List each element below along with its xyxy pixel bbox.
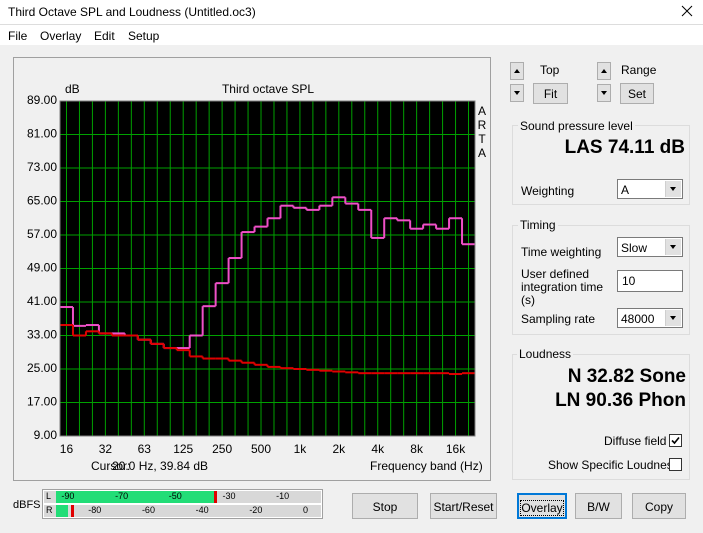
top-up[interactable] [510, 62, 524, 80]
meter-tick-label: -60 [141, 505, 155, 515]
weighting-label: Weighting [521, 184, 575, 198]
x-tick-label: 8k [410, 442, 424, 456]
x-tick-label: 32 [99, 442, 113, 456]
range-up[interactable] [597, 62, 611, 80]
spl-reading: LAS 74.11 dB [564, 137, 685, 158]
y-tick-label: 9.00 [34, 428, 58, 442]
title-bar: Third Octave SPL and Loudness (Untitled.… [0, 0, 703, 25]
time-weighting-label: Time weighting [521, 245, 602, 259]
meter-row: L -90 -70 -50 -30 -10 [44, 491, 321, 503]
x-tick-label: 1k [294, 442, 308, 456]
y-axis-label: dB [65, 82, 80, 96]
y-tick-label: 89.00 [27, 93, 57, 107]
sampling-rate-label: Sampling rate [521, 312, 596, 326]
meter-tick-label: 0 [303, 505, 309, 515]
close-button[interactable] [678, 2, 696, 20]
chart: dB Third octave SPL ARTA Cursor: 20.0 Hz… [27, 82, 489, 473]
y-tick-label: 17.00 [27, 395, 57, 409]
meter-tick-label: -30 [222, 491, 236, 501]
x-tick-label: 4k [371, 442, 385, 456]
sampling-rate-select[interactable]: 48000 [617, 308, 683, 328]
diffuse-field-label: Diffuse field [604, 434, 667, 448]
loudness-group [512, 354, 690, 480]
menu-item[interactable]: Edit [94, 29, 115, 43]
x-tick-label: 63 [138, 442, 152, 456]
meter-fill [56, 491, 214, 503]
time-weighting-select[interactable]: Slow [617, 237, 683, 257]
x-tick-label: 16 [60, 442, 74, 456]
input-value: 10 [622, 274, 636, 288]
loudness-n: N 32.82 Sone [567, 366, 686, 387]
group-legend: Timing [518, 218, 558, 232]
y-tick-label: 25.00 [27, 361, 57, 375]
loudness-ln: LN 90.36 Phon [555, 390, 686, 411]
y-tick-label: 65.00 [27, 194, 57, 208]
meter-tick-label: -80 [88, 505, 102, 515]
channel-name: R [46, 505, 53, 515]
x-axis-label: Frequency band (Hz) [370, 459, 483, 473]
y-tick-label: 49.00 [27, 261, 57, 275]
y-tick-label: 81.00 [27, 127, 57, 141]
meter-fill [56, 505, 68, 517]
menu-bar: File Overlay Edit Setup [0, 25, 703, 45]
meter-tick-label: -50 [168, 491, 182, 501]
menu-item[interactable]: Setup [128, 29, 160, 43]
y-tick-label: 57.00 [27, 227, 57, 241]
chart-title: Third octave SPL [222, 82, 314, 96]
meter-label: dBFS [13, 499, 41, 511]
window-title: Third Octave SPL and Loudness (Untitled.… [8, 5, 256, 19]
group-legend: Sound pressure level [518, 119, 635, 133]
cursor-readout: 20.0 Hz, 39.84 dB [112, 459, 208, 473]
select-value: 48000 [621, 312, 655, 326]
menu-item[interactable]: Overlay [40, 29, 82, 43]
start-reset-button[interactable]: Start/Reset [430, 493, 497, 519]
meter-row: R -80 -60 -40 -20 0 [44, 505, 321, 517]
set-button[interactable]: Set [620, 83, 654, 104]
y-tick-label: 73.00 [27, 160, 57, 174]
channel-name: L [46, 491, 52, 501]
range-down[interactable] [597, 84, 611, 102]
meter-tick-label: -70 [115, 491, 129, 501]
select-value: Slow [621, 241, 648, 255]
y-tick-label: 41.00 [27, 294, 57, 308]
level-meter: L -90 -70 -50 -30 -10 R -80 -60 -40 -20 0 [42, 489, 323, 519]
integration-label: User defined integration time (s) [521, 267, 604, 307]
fit-button[interactable]: Fit [533, 83, 568, 104]
meter-tick-label: -20 [249, 505, 263, 515]
top-down[interactable] [510, 84, 524, 102]
x-tick-label: 16k [446, 442, 466, 456]
diffuse-field-checkbox[interactable] [669, 434, 682, 447]
meter-tick-label: -10 [276, 491, 290, 501]
weighting-select[interactable]: A [617, 179, 683, 199]
menu-item[interactable]: File [8, 29, 28, 43]
x-tick-label: 250 [212, 442, 232, 456]
meter-tick-label: -90 [61, 491, 75, 501]
x-tick-label: 2k [332, 442, 346, 456]
checkmark [671, 436, 680, 445]
overlay-button[interactable]: Overlay [517, 493, 567, 519]
top-label: Top [540, 63, 560, 77]
x-tick-label: 500 [251, 442, 271, 456]
bw-button[interactable]: B/W [575, 493, 622, 519]
peak-marker [71, 505, 74, 517]
cursor-label: Cursor: [91, 459, 130, 473]
copy-button[interactable]: Copy [632, 493, 686, 519]
meter-tick-label: -40 [195, 505, 209, 515]
x-tick-label: 125 [173, 442, 193, 456]
peak-marker [214, 491, 217, 503]
button-label: Overlay [520, 500, 564, 516]
integration-input[interactable]: 10 [617, 270, 683, 292]
watermark: ARTA [475, 104, 489, 160]
specific-loudness-checkbox[interactable] [669, 458, 682, 471]
specific-loudness-label: Show Specific Loudness [548, 458, 679, 472]
range-label: Range [621, 63, 657, 77]
timing-group [512, 225, 690, 335]
stop-button[interactable]: Stop [352, 493, 418, 519]
select-value: A [621, 183, 630, 197]
group-legend: Loudness [517, 347, 574, 361]
plot-border [59, 100, 476, 437]
y-tick-label: 33.00 [27, 328, 57, 342]
